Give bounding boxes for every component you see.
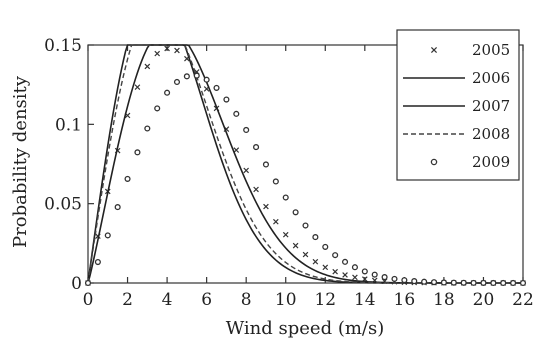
y-tick-label-2: 0.1 — [55, 115, 82, 135]
point-2009-10.5 — [293, 210, 298, 215]
point-2009-2.5 — [135, 150, 140, 155]
point-2009-13.5 — [353, 265, 358, 270]
point-2005-9 — [264, 204, 269, 209]
point-2009-13 — [343, 259, 348, 264]
point-2009-22 — [521, 281, 526, 286]
point-2009-10 — [283, 195, 288, 200]
point-2009-7.5 — [234, 111, 239, 116]
x-tick-label-10: 20 — [473, 290, 495, 310]
x-tick-label-1: 2 — [122, 290, 133, 310]
point-2005-10.5 — [293, 243, 298, 248]
point-2005-12 — [323, 265, 328, 270]
x-tick-label-7: 14 — [354, 290, 376, 310]
x-tick-label-6: 12 — [314, 290, 336, 310]
point-2005-12.5 — [333, 269, 338, 274]
x-tick-label-11: 22 — [512, 290, 534, 310]
point-2009-20 — [481, 281, 486, 286]
point-2009-2 — [125, 177, 130, 182]
point-2009-5 — [184, 74, 189, 79]
point-2005-11 — [303, 252, 308, 257]
point-2009-17 — [422, 279, 427, 284]
y-axis-label: Probability density — [10, 75, 31, 248]
point-2009-1.5 — [115, 205, 120, 210]
point-2009-1 — [105, 233, 110, 238]
x-tick-label-3: 6 — [201, 290, 212, 310]
point-2009-12 — [323, 245, 328, 250]
point-2009-19 — [461, 280, 466, 285]
x-tick-label-4: 8 — [241, 290, 252, 310]
point-2009-4.5 — [175, 80, 180, 85]
point-2009-11 — [303, 223, 308, 228]
point-2009-21.5 — [511, 281, 516, 286]
point-2009-12.5 — [333, 253, 338, 258]
point-2005-10 — [283, 232, 288, 237]
y-axis-ticks: 0 0.05 0.1 0.15 — [44, 36, 94, 294]
point-2009-6 — [204, 77, 209, 82]
x-tick-label-5: 10 — [275, 290, 297, 310]
point-2009-5.5 — [194, 73, 199, 78]
point-2005-4.5 — [175, 48, 180, 53]
x-tick-label-9: 18 — [433, 290, 455, 310]
point-2005-13 — [343, 273, 348, 278]
point-2005-8 — [244, 168, 249, 173]
point-2009-19.5 — [471, 280, 476, 285]
y-tick-label-0: 0 — [71, 274, 82, 294]
point-2009-18.5 — [451, 280, 456, 285]
point-2009-15 — [382, 275, 387, 280]
point-2009-8 — [244, 128, 249, 133]
x-tick-label-2: 4 — [162, 290, 173, 310]
point-2009-3.5 — [155, 106, 160, 111]
point-2005-8.5 — [254, 187, 259, 192]
point-2009-11.5 — [313, 235, 318, 240]
point-2009-21 — [501, 281, 506, 286]
point-2009-14 — [362, 269, 367, 274]
point-2009-6.5 — [214, 86, 219, 91]
point-2009-17.5 — [432, 280, 437, 285]
point-2009-3 — [145, 126, 150, 131]
point-2005-9.5 — [273, 219, 278, 224]
point-2009-16.5 — [412, 279, 417, 284]
point-2005-13.5 — [353, 275, 358, 280]
point-2009-8.5 — [254, 145, 259, 150]
point-2005-3 — [145, 64, 150, 69]
x-tick-label-0: 0 — [83, 290, 94, 310]
point-2009-16 — [402, 278, 407, 283]
point-2009-0.5 — [95, 260, 100, 265]
legend-label-2007: 2007 — [472, 97, 510, 115]
point-2009-15.5 — [392, 276, 397, 281]
x-axis-label: Wind speed (m/s) — [226, 318, 385, 339]
legend-swatch-2009 — [431, 159, 436, 164]
legend: 2005 2006 2007 2008 2009 — [397, 30, 519, 180]
legend-label-2009: 2009 — [472, 153, 510, 171]
point-2009-20.5 — [491, 281, 496, 286]
point-2009-9.5 — [273, 179, 278, 184]
point-2009-7 — [224, 97, 229, 102]
legend-label-2005: 2005 — [472, 41, 510, 59]
x-tick-label-8: 16 — [394, 290, 416, 310]
point-2009-9 — [264, 162, 269, 167]
y-tick-label-1: 0.05 — [44, 195, 82, 215]
point-2005-11.5 — [313, 259, 318, 264]
point-2009-18 — [442, 280, 447, 285]
legend-label-2008: 2008 — [472, 125, 510, 143]
point-2009-0 — [86, 281, 91, 286]
point-2005-2.5 — [135, 85, 140, 90]
legend-label-2006: 2006 — [472, 69, 510, 87]
point-2005-3.5 — [155, 51, 160, 56]
point-2009-4 — [165, 90, 170, 95]
point-2009-14.5 — [372, 272, 377, 277]
y-tick-label-3: 0.15 — [44, 36, 82, 56]
